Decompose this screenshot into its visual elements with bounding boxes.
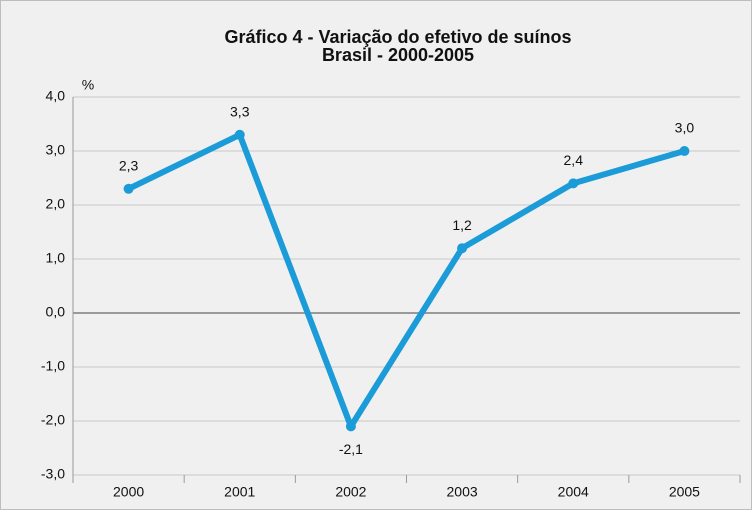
x-tick-label: 2005 xyxy=(669,484,700,500)
y-tick-label: 0,0 xyxy=(46,304,66,320)
y-tick-label: -1,0 xyxy=(41,358,65,374)
x-tick-label: 2004 xyxy=(558,484,589,500)
point xyxy=(568,178,579,189)
data-label: 2,3 xyxy=(119,158,139,174)
chart-title: Gráfico 4 - Variação do efetivo de suíno… xyxy=(224,27,571,47)
point xyxy=(457,243,468,254)
data-label: 2,4 xyxy=(564,152,584,168)
data-label: 3,0 xyxy=(675,120,695,136)
x-tick-label: 2002 xyxy=(335,484,366,500)
data-label: 1,2 xyxy=(452,217,472,233)
chart-subtitle: Brasil - 2000-2005 xyxy=(322,45,474,65)
y-tick-label: -2,0 xyxy=(41,412,65,428)
point xyxy=(345,421,356,432)
x-tick-label: 2003 xyxy=(447,484,478,500)
point xyxy=(234,129,245,140)
line xyxy=(127,131,686,430)
x-tick-label: 2001 xyxy=(224,484,255,500)
point xyxy=(123,183,134,194)
data-label: 3,3 xyxy=(230,104,250,120)
data-label: -2,1 xyxy=(339,441,363,457)
y-tick-label: -3,0 xyxy=(41,466,65,482)
y-tick-label: 2,0 xyxy=(46,196,66,212)
point xyxy=(679,146,690,156)
y-tick-label: 1,0 xyxy=(46,250,66,266)
y-axis-label: % xyxy=(82,77,94,93)
x-tick-label: 2000 xyxy=(113,484,144,500)
y-tick-label: 4,0 xyxy=(46,88,66,104)
y-tick-label: 3,0 xyxy=(46,142,66,158)
